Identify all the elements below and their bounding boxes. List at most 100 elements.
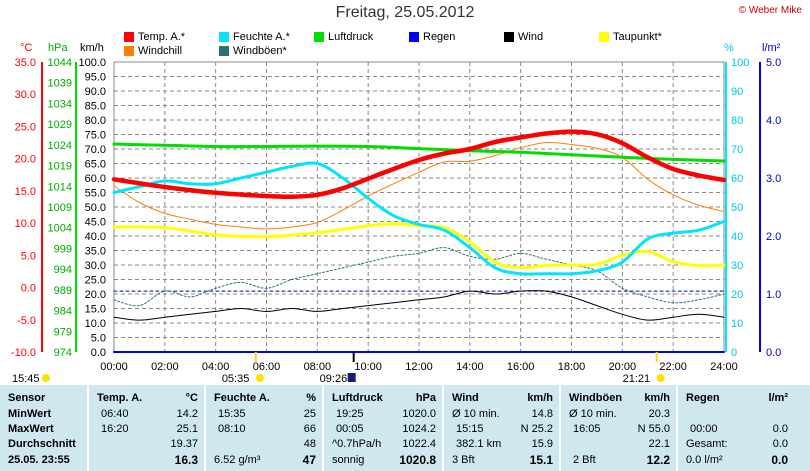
legend-windchill: Windchill — [124, 45, 182, 57]
percent-tick-label: 10 — [731, 318, 743, 330]
legend-label: Wind — [518, 31, 544, 43]
stats-time: 06:40 — [101, 408, 129, 420]
stats-note: Gesamt: — [686, 438, 728, 450]
event-label: 21:21 — [623, 373, 651, 385]
percent-tick-label: 80 — [731, 115, 743, 127]
stats-note: 3 Bft — [452, 454, 475, 466]
copyright-label: © Weber Mike — [738, 5, 802, 16]
legend-luftdruck: Luftdruck — [314, 31, 373, 43]
stats-value: 0.0 — [772, 423, 788, 435]
event-label: 05:35 — [222, 373, 250, 385]
stats-header: Temp. A. — [97, 392, 143, 404]
celsius-tick-label: -10.0 — [11, 347, 36, 359]
rain-tick-label: 4.0 — [766, 115, 781, 127]
hpa-tick-label: 1004 — [48, 223, 72, 235]
x-tick-label: 22:00 — [659, 361, 687, 373]
kmh-tick-label: 45.0 — [85, 217, 106, 229]
stats-unit: l/m² — [768, 392, 788, 404]
kmh-tick-label: 25.0 — [85, 275, 106, 287]
rain-tick-label: 5.0 — [766, 57, 781, 69]
celsius-tick-label: 0.0 — [21, 283, 36, 295]
stats-unit: km/h — [644, 392, 670, 404]
stats-value: 14.8 — [531, 408, 553, 420]
stats-time: 15:15 — [456, 423, 484, 435]
stats-col-wind: Wind km/h Ø 10 min. 14.8 15:15 N 25.2 38… — [442, 385, 559, 471]
percent-tick-label: 30 — [731, 260, 743, 272]
chart-series — [111, 129, 727, 354]
stats-value: 0.0 — [772, 438, 788, 450]
stats-unit: hPa — [415, 392, 436, 404]
legend-swatch — [219, 32, 229, 42]
stats-row-label: Durchschnitt — [8, 438, 76, 450]
stats-unit: km/h — [527, 392, 553, 404]
kmh-tick-label: 35.0 — [85, 246, 106, 258]
percent-tick-label: 90 — [731, 86, 743, 98]
legend-wind: Wind — [504, 31, 543, 43]
kmh-tick-label: 10.0 — [85, 318, 106, 330]
stats-value: 20.3 — [648, 408, 670, 420]
hpa-tick-label: 1024 — [48, 140, 72, 152]
rain-axis-title: l/m² — [762, 42, 781, 54]
kmh-tick-label: 5.0 — [91, 333, 106, 345]
stats-note: 382.1 km — [456, 438, 502, 450]
event-label: 09:26 — [320, 373, 348, 385]
x-tick-label: 08:00 — [304, 361, 332, 373]
stats-header: Windböen — [569, 392, 623, 404]
x-tick-label: 20:00 — [609, 361, 637, 373]
legend-label: Temp. A.* — [138, 31, 186, 43]
stats-value: 1022.4 — [402, 438, 436, 450]
series-line — [113, 247, 725, 307]
hpa-tick-label: 979 — [54, 326, 72, 338]
x-tick-label: 00:00 — [100, 361, 128, 373]
stats-note: 6.52 g/m³ — [214, 454, 261, 466]
kmh-tick-label: 80.0 — [85, 115, 106, 127]
stats-row-label: 25.05. 23:55 — [8, 454, 70, 466]
celsius-tick-label: 30.0 — [15, 89, 36, 101]
stats-current: 15.1 — [529, 453, 553, 467]
legend-swatch — [124, 32, 134, 42]
stats-value: N 25.2 — [520, 423, 553, 435]
legend-label: Regen — [423, 31, 456, 43]
stats-time: Ø 10 min. — [452, 408, 500, 420]
stats-value: 19.37 — [170, 438, 198, 450]
celsius-tick-label: 10.0 — [15, 218, 36, 230]
x-tick-label: 02:00 — [151, 361, 179, 373]
hpa-tick-label: 999 — [54, 243, 72, 255]
legend-label: Windböen* — [233, 45, 287, 57]
kmh-tick-label: 15.0 — [85, 304, 106, 316]
percent-tick-label: 0 — [731, 347, 737, 359]
stats-time: 15:35 — [218, 408, 246, 420]
percent-tick-label: 40 — [731, 231, 743, 243]
stats-value: 15.9 — [531, 438, 553, 450]
stats-value: 48 — [303, 438, 316, 450]
series-line — [113, 290, 725, 321]
legend-label: Feuchte A.* — [233, 31, 290, 43]
hpa-tick-label: 1044 — [48, 57, 72, 69]
celsius-tick-label: 35.0 — [15, 57, 36, 69]
weather-chart: 00:00 02:00 04:00 06:00 08:00 10:00 12:00 14:00… — [11, 42, 781, 385]
percent-tick-label: 70 — [731, 144, 743, 156]
kmh-tick-label: 20.0 — [85, 289, 106, 301]
stats-current: 0.0 — [771, 453, 788, 467]
legend-windboeen: Windböen* — [219, 45, 287, 57]
x-tick-label: 06:00 — [253, 361, 281, 373]
legend-feuchte: Feuchte A.* — [219, 31, 290, 43]
rain-tick-label: 1.0 — [766, 289, 781, 301]
legend-swatch — [599, 32, 609, 42]
stats-value: 25 — [303, 408, 316, 420]
legend-label: Luftdruck — [328, 31, 374, 43]
stats-value: 25.1 — [176, 423, 198, 435]
x-tick-label: 12:00 — [405, 361, 433, 373]
hpa-tick-label: 1039 — [48, 78, 72, 90]
stats-current: 1020.8 — [399, 453, 436, 467]
kmh-tick-label: 85.0 — [85, 101, 106, 113]
sun-icon — [656, 374, 665, 382]
stats-time: 19:25 — [336, 408, 364, 420]
percent-axis-title: % — [724, 42, 734, 54]
hpa-tick-label: 994 — [54, 264, 72, 276]
legend-taupunkt: Taupunkt* — [599, 31, 662, 43]
percent-tick-label: 60 — [731, 173, 743, 185]
side-time-label: 15:45 — [12, 373, 40, 385]
rain-tick-label: 0.0 — [766, 347, 781, 359]
legend-swatch — [124, 46, 134, 56]
